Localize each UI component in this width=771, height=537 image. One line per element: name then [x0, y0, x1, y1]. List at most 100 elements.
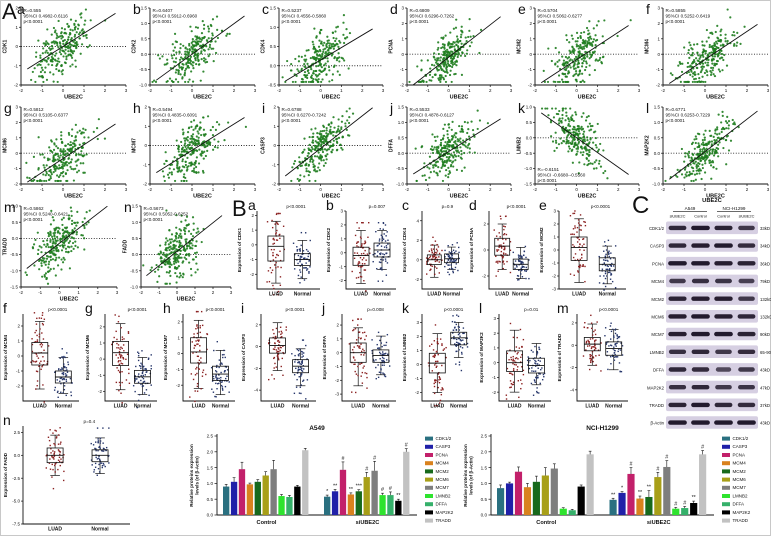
y-tick: 1: [529, 36, 532, 41]
box-group-Normal: [599, 240, 617, 291]
x-tick: 2: [746, 187, 749, 192]
bar-DFFA: [569, 510, 576, 515]
legend-label: CASP3: [733, 444, 748, 449]
panel-letter: b: [326, 199, 334, 213]
box-group-Normal: [451, 314, 469, 371]
y-tick: -0.5: [10, 252, 18, 257]
y-tick: -2: [16, 384, 20, 389]
x-tick: -2: [148, 187, 152, 192]
bar-group-Control: [223, 448, 308, 515]
y-tick: 1: [251, 228, 254, 233]
legend-label: MCM4: [733, 461, 747, 466]
y-tick: -1: [552, 261, 556, 266]
p-value: p<0.0001: [507, 204, 527, 209]
size-label: 132kD: [760, 315, 771, 320]
y-tick: -2: [415, 390, 419, 395]
bar-LMNB2: [379, 495, 385, 515]
x-tick: 3: [767, 88, 770, 93]
p-value: p<0.0001: [286, 204, 306, 209]
y-tick: -1: [176, 367, 180, 372]
box-group-LUAD: [111, 314, 130, 403]
bar-MCM6: [364, 477, 370, 515]
y-axis-label: LMNB2: [517, 137, 523, 154]
blot-row-MCM6: MCM6 132kD: [651, 310, 771, 323]
sig-mark: #: [656, 466, 659, 472]
stat-p: p<0.0001: [153, 118, 173, 123]
regression-line: [285, 29, 372, 81]
cell-line-label: A549: [685, 206, 696, 211]
p-value: p=0.9: [442, 204, 454, 209]
stat-r: R=0.6809: [410, 8, 430, 13]
stat-p: p<0.0001: [282, 118, 302, 123]
y-tick: -2: [250, 272, 254, 277]
legend-label: MCM6: [436, 477, 450, 482]
panel-letter: g: [4, 100, 12, 116]
bar-MCM7: [371, 471, 377, 515]
legend-label: MCM6: [733, 477, 747, 482]
category-label: LUAD: [430, 404, 444, 410]
legend-label: DFFA: [733, 502, 745, 507]
sig-mark: #: [373, 455, 376, 461]
y-tick: 0.0: [270, 63, 277, 68]
y-axis-label: Expression of CDK1: [237, 227, 242, 272]
y-tick: -1.0: [10, 268, 18, 273]
y-tick: 2: [483, 222, 486, 227]
y-tick: -1: [492, 375, 496, 380]
lane-label: Control: [694, 214, 707, 219]
y-tick: 0: [553, 248, 556, 253]
y-axis-label: CDK2: [132, 39, 138, 53]
bar-MAP2K2: [690, 503, 697, 515]
x-tick: 1: [468, 88, 471, 93]
sig-mark: **: [396, 493, 401, 499]
bar-DFFA: [387, 495, 393, 515]
y-tick: -2: [143, 182, 147, 187]
y-tick: 0.5: [12, 220, 19, 225]
panel-letter: c: [262, 1, 269, 17]
y-tick: 1.5: [398, 105, 405, 110]
y-axis-label: Expression of PCNA: [469, 227, 474, 272]
y-axis-label-line2: levels (of β-Actin): [469, 456, 474, 495]
y-tick: 2: [251, 213, 254, 218]
panel-letter: i: [262, 100, 265, 116]
category-label: Normal: [450, 404, 468, 410]
y-tick: 1.0: [526, 105, 533, 110]
box-group-LUAD: [266, 213, 285, 296]
sig-mark: **: [638, 490, 643, 496]
lane-label: siUBE2C: [739, 214, 755, 219]
sig-mark: #: [665, 455, 668, 461]
bar-MCM4: [247, 484, 253, 515]
y-tick: -2: [415, 277, 419, 282]
y-tick: 1.5: [481, 465, 488, 470]
x-tick: -2: [148, 88, 152, 93]
protein-label: MCM7: [651, 332, 664, 337]
sig-mark: ***: [356, 484, 363, 490]
bar-CDK1/2: [223, 487, 229, 515]
y-tick: 1.0: [398, 120, 405, 125]
protein-label: MCM6: [651, 315, 664, 320]
bar-MCM2: [645, 497, 652, 515]
y-axis-label: CDK4: [261, 39, 267, 53]
panel-letter: f: [3, 302, 7, 316]
x-tick: 2: [489, 187, 492, 192]
x-tick: 3: [510, 187, 513, 192]
stat-r: R=0.5533: [410, 107, 430, 112]
y-axis-label: PCNA: [389, 39, 395, 54]
y-tick: -1: [14, 166, 18, 171]
y-tick: 3: [401, 6, 404, 11]
section-C-label: C: [632, 194, 649, 218]
panel-letter: e: [539, 199, 547, 213]
x-tick: 3: [125, 187, 128, 192]
category-label: Normal: [294, 292, 312, 298]
x-tick: 1: [77, 290, 80, 295]
scatter-points: [541, 19, 632, 83]
y-tick: 0: [529, 52, 532, 57]
